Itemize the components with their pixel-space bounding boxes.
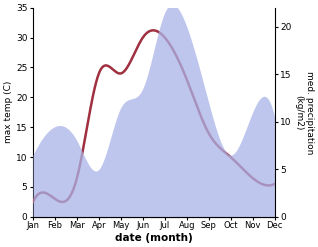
Y-axis label: med. precipitation
(kg/m2): med. precipitation (kg/m2) — [294, 71, 314, 154]
Y-axis label: max temp (C): max temp (C) — [4, 81, 13, 144]
X-axis label: date (month): date (month) — [115, 233, 193, 243]
